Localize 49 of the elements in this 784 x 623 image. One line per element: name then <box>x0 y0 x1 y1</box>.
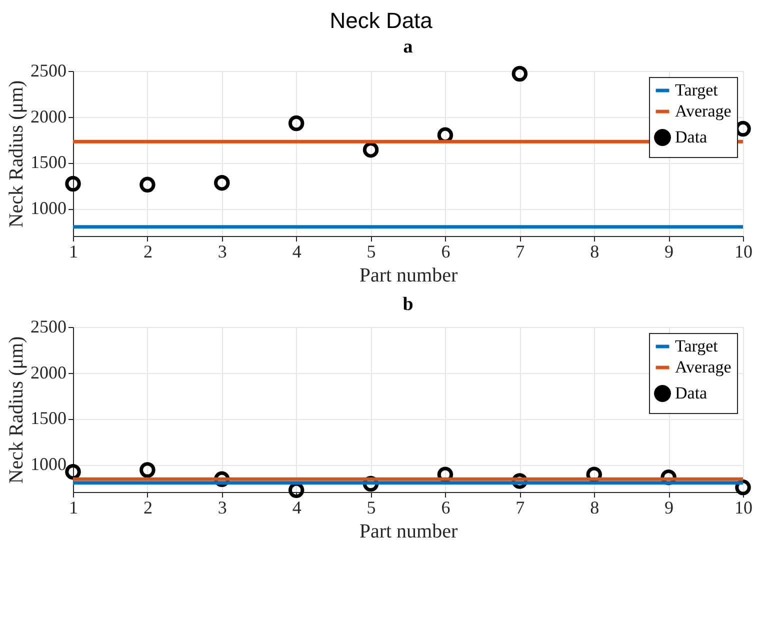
x-tick-label: 1 <box>69 242 78 262</box>
y-axis-title: Neck Radius (μm) <box>6 336 28 484</box>
x-tick-label: 3 <box>218 242 227 262</box>
x-tick-label: 9 <box>664 498 674 518</box>
x-tick-label: 4 <box>292 242 302 262</box>
point <box>140 462 156 478</box>
point <box>65 464 81 480</box>
chart-title: b <box>402 294 414 315</box>
x-tick-label: 2 <box>143 242 152 262</box>
y-tick-label: 1500 <box>30 152 66 172</box>
x-tick-label: 10 <box>734 498 752 518</box>
y-tick-label: 1500 <box>30 408 66 428</box>
x-tick-label: 9 <box>664 242 674 262</box>
point <box>288 115 304 132</box>
y-axis-title: Neck Radius (μm) <box>6 80 28 228</box>
x-axis-title: Part number <box>359 264 458 286</box>
y-tick-label: 1000 <box>30 198 66 218</box>
x-tick-label: 5 <box>366 242 376 262</box>
x-tick-label: 3 <box>218 498 227 518</box>
x-tick-label: 7 <box>516 498 525 518</box>
point <box>140 176 156 193</box>
legend-label: Data <box>675 128 708 146</box>
x-tick-label: 6 <box>441 242 450 262</box>
x-tick-label: 5 <box>366 498 376 518</box>
legend-label: Target <box>675 336 718 356</box>
x-tick-label: 10 <box>734 242 752 262</box>
y-tick-label: 2000 <box>30 106 66 126</box>
legend-label: Target <box>675 80 718 100</box>
x-axis-title: Part number <box>359 520 458 542</box>
point <box>65 176 81 192</box>
x-tick-label: 6 <box>441 498 450 518</box>
point <box>512 66 528 82</box>
chart-subtitle: a <box>403 36 414 58</box>
legend-label: Average <box>675 102 732 120</box>
legend-label: Data <box>675 384 708 402</box>
x-tick-label: 8 <box>590 498 600 518</box>
point <box>214 174 230 191</box>
x-tick-label: 4 <box>292 498 302 518</box>
y-tick-label: 1000 <box>30 454 66 474</box>
x-tick-label: 2 <box>143 498 152 518</box>
x-tick-label: 7 <box>516 242 525 262</box>
chart-title: Neck Data <box>330 8 434 34</box>
y-tick-label: 2500 <box>30 60 66 80</box>
y-tick-label: 2500 <box>30 316 66 336</box>
y-tick-label: 2000 <box>30 362 66 382</box>
x-tick-label: 1 <box>69 498 78 518</box>
legend-label: Average <box>675 358 732 376</box>
x-tick-label: 8 <box>590 242 600 262</box>
point <box>362 142 379 158</box>
